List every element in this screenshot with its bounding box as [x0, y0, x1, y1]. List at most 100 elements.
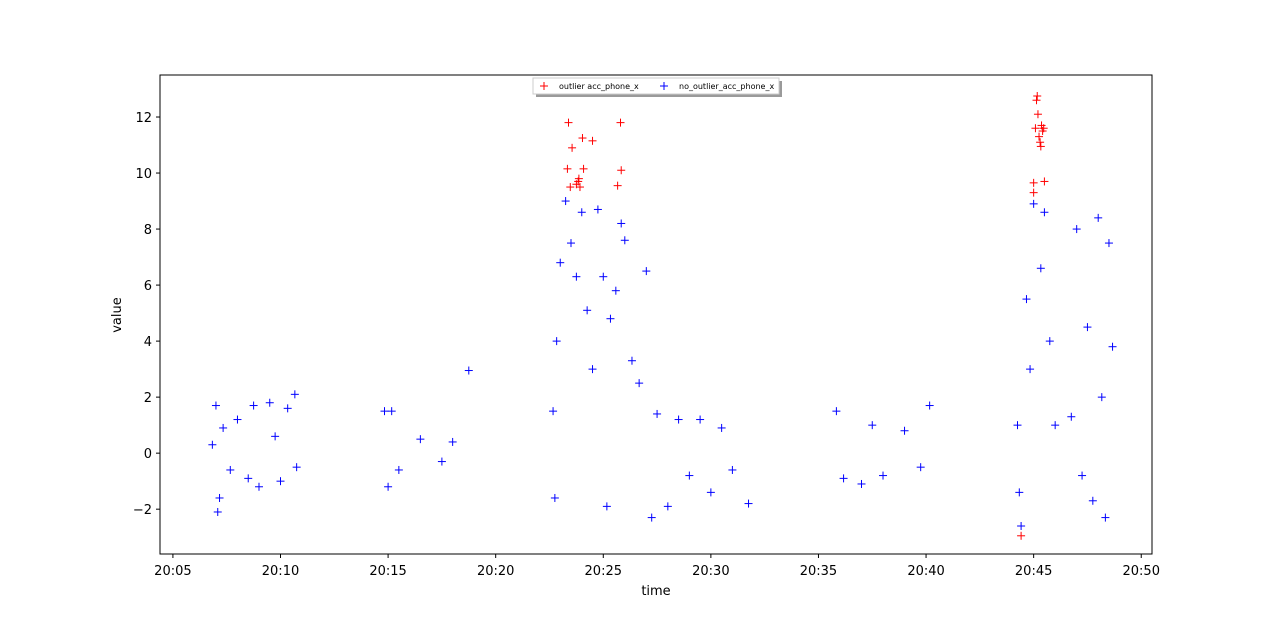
- data-point: [578, 134, 587, 143]
- data-point: [549, 407, 558, 416]
- y-axis: −2 0 2 4 6 8 10 12: [133, 111, 160, 518]
- y-tick-label: 10: [135, 167, 152, 182]
- series-0: [563, 92, 1049, 540]
- data-point: [613, 181, 622, 190]
- data-point: [564, 118, 573, 127]
- data-point: [575, 183, 584, 192]
- x-tick-label: 20:45: [1015, 564, 1052, 579]
- data-point: [292, 463, 301, 472]
- data-point: [1026, 365, 1035, 374]
- data-point: [1039, 124, 1048, 133]
- data-point: [387, 407, 396, 416]
- data-point: [599, 272, 608, 281]
- x-tick-label: 20:50: [1123, 564, 1160, 579]
- x-tick-label: 20:25: [585, 564, 622, 579]
- y-tick-label: 12: [135, 111, 152, 126]
- data-point: [588, 365, 597, 374]
- data-point: [1088, 496, 1097, 505]
- data-point: [437, 457, 446, 466]
- data-point: [616, 118, 625, 127]
- data-point: [563, 164, 572, 173]
- data-point: [572, 272, 581, 281]
- legend: outlier acc_phone_x no_outlier_acc_phone_…: [532, 77, 782, 97]
- plot-frame: [159, 74, 1153, 555]
- data-point: [290, 390, 299, 399]
- data-point: [574, 177, 583, 186]
- data-point: [1094, 213, 1103, 222]
- data-point: [900, 426, 909, 435]
- data-point: [1013, 421, 1022, 430]
- data-point: [556, 258, 565, 267]
- data-point: [588, 136, 597, 145]
- y-tick-label: 4: [144, 335, 152, 350]
- x-tick-label: 20:40: [907, 564, 944, 579]
- data-point: [620, 236, 629, 245]
- x-axis: 20:05 20:10 20:15 20:20 20:25 20:30 20:35 20:40…: [154, 554, 1160, 579]
- y-tick-label: 6: [144, 279, 152, 294]
- x-tick-label: 20:35: [800, 564, 837, 579]
- data-point: [1036, 264, 1045, 273]
- data-point: [583, 306, 592, 315]
- data-point: [566, 183, 575, 192]
- data-point: [577, 208, 586, 217]
- legend-box: [532, 77, 780, 95]
- y-tick-label: 0: [144, 447, 152, 462]
- data-point: [602, 502, 611, 511]
- data-point: [211, 401, 220, 410]
- data-point: [635, 379, 644, 388]
- y-tick-label: 2: [144, 391, 152, 406]
- points-layer: [208, 92, 1117, 540]
- legend-marker: [660, 82, 668, 90]
- data-point: [1108, 342, 1117, 351]
- data-point: [627, 356, 636, 365]
- data-point: [208, 440, 217, 449]
- data-point: [1022, 295, 1031, 304]
- data-point: [857, 479, 866, 488]
- data-point: [215, 493, 224, 502]
- data-point: [879, 471, 888, 480]
- data-point: [728, 465, 737, 474]
- y-tick-label: 8: [144, 223, 152, 238]
- data-point: [416, 435, 425, 444]
- x-tick-label: 20:30: [692, 564, 729, 579]
- data-point: [1072, 225, 1081, 234]
- legend-entry-label: outlier acc_phone_x: [559, 82, 639, 91]
- y-axis-label: value: [110, 297, 125, 333]
- data-point: [233, 415, 242, 424]
- x-tick-label: 20:05: [154, 564, 191, 579]
- data-point: [611, 286, 620, 295]
- data-point: [593, 205, 602, 214]
- data-point: [647, 513, 656, 522]
- data-point: [1031, 124, 1040, 133]
- data-point: [606, 314, 615, 323]
- data-point: [579, 164, 588, 173]
- data-point: [226, 465, 235, 474]
- legend-entry-label: no_outlier_acc_phone_x: [679, 82, 774, 91]
- data-point: [839, 474, 848, 483]
- data-point: [642, 267, 651, 276]
- series-1: [208, 197, 1117, 530]
- data-point: [276, 477, 285, 486]
- x-tick-label: 20:10: [262, 564, 299, 579]
- data-point: [1051, 421, 1060, 430]
- data-point: [254, 482, 263, 491]
- data-point: [1040, 208, 1049, 217]
- data-point: [1083, 323, 1092, 332]
- data-point: [561, 197, 570, 206]
- data-point: [868, 421, 877, 430]
- data-point: [663, 502, 672, 511]
- data-point: [552, 337, 561, 346]
- data-point: [283, 404, 292, 413]
- data-point: [1101, 513, 1110, 522]
- data-point: [213, 507, 222, 516]
- data-point: [1045, 337, 1054, 346]
- data-point: [717, 423, 726, 432]
- x-tick-label: 20:15: [369, 564, 406, 579]
- data-point: [1029, 178, 1038, 187]
- data-point: [448, 437, 457, 446]
- data-point: [1017, 521, 1026, 530]
- data-point: [653, 409, 662, 418]
- data-point: [1029, 188, 1038, 197]
